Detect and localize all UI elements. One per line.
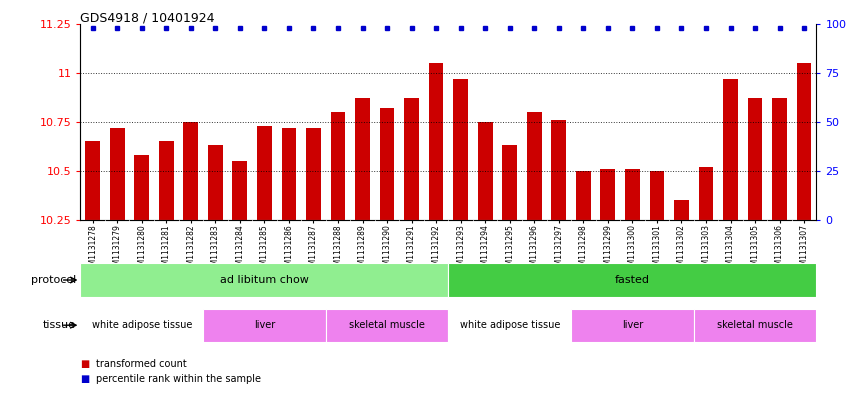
- Bar: [282, 128, 296, 220]
- Bar: [80, 263, 448, 297]
- Text: transformed count: transformed count: [96, 358, 186, 369]
- Bar: [503, 145, 517, 220]
- Text: liver: liver: [622, 320, 643, 330]
- Bar: [797, 63, 811, 220]
- Bar: [576, 171, 591, 220]
- Bar: [723, 79, 738, 220]
- Text: percentile rank within the sample: percentile rank within the sample: [96, 374, 261, 384]
- Bar: [331, 112, 345, 220]
- Bar: [184, 122, 198, 220]
- Bar: [110, 128, 124, 220]
- Bar: [601, 169, 615, 220]
- Bar: [748, 98, 762, 220]
- Text: white adipose tissue: white adipose tissue: [91, 320, 192, 330]
- Text: GDS4918 / 10401924: GDS4918 / 10401924: [80, 12, 215, 25]
- Bar: [552, 120, 566, 220]
- Bar: [448, 309, 571, 342]
- Text: ■: ■: [80, 358, 90, 369]
- Bar: [453, 79, 468, 220]
- Bar: [233, 161, 247, 220]
- Text: skeletal muscle: skeletal muscle: [717, 320, 793, 330]
- Text: skeletal muscle: skeletal muscle: [349, 320, 425, 330]
- Bar: [326, 309, 448, 342]
- Text: ad libitum chow: ad libitum chow: [220, 275, 309, 285]
- Bar: [527, 112, 541, 220]
- Bar: [625, 169, 640, 220]
- Bar: [80, 309, 203, 342]
- Bar: [448, 263, 816, 297]
- Bar: [159, 141, 173, 220]
- Text: ■: ■: [80, 374, 90, 384]
- Bar: [404, 98, 419, 220]
- Bar: [650, 171, 664, 220]
- Bar: [355, 98, 370, 220]
- Text: white adipose tissue: white adipose tissue: [459, 320, 560, 330]
- Bar: [674, 200, 689, 220]
- Bar: [699, 167, 713, 220]
- Bar: [306, 128, 321, 220]
- Bar: [694, 309, 816, 342]
- Bar: [257, 126, 272, 220]
- Bar: [571, 309, 694, 342]
- Text: liver: liver: [254, 320, 275, 330]
- Bar: [429, 63, 443, 220]
- Text: protocol: protocol: [31, 275, 76, 285]
- Bar: [85, 141, 100, 220]
- Bar: [478, 122, 492, 220]
- Bar: [208, 145, 222, 220]
- Text: tissue: tissue: [43, 320, 76, 330]
- Bar: [772, 98, 787, 220]
- Bar: [380, 108, 394, 220]
- Text: fasted: fasted: [615, 275, 650, 285]
- Bar: [203, 309, 326, 342]
- Bar: [135, 155, 149, 220]
